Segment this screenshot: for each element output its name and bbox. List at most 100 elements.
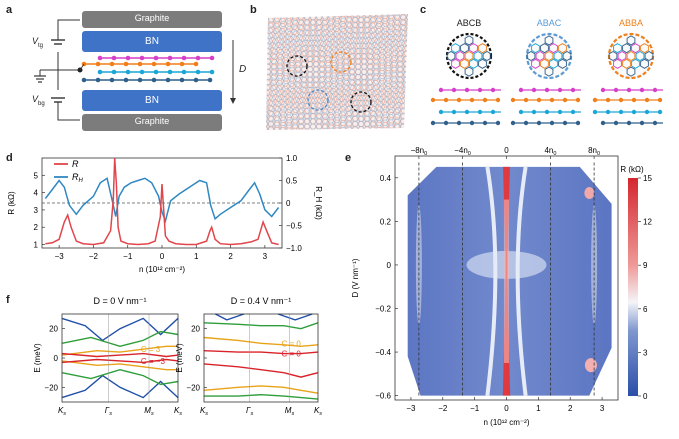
band-line bbox=[61, 352, 179, 358]
x-tick-label: Γs bbox=[246, 406, 254, 417]
atom bbox=[657, 109, 663, 115]
atom bbox=[181, 55, 187, 61]
atom bbox=[562, 97, 568, 103]
vbg-label: Vbg bbox=[32, 94, 45, 107]
series-r bbox=[45, 157, 279, 246]
stacking-lattice-abac bbox=[525, 32, 573, 80]
atom bbox=[544, 87, 550, 93]
y-tick-label: 0 bbox=[54, 354, 59, 363]
band-line bbox=[61, 360, 178, 371]
band-line bbox=[203, 336, 319, 348]
y2-tick-label: −1.0 bbox=[286, 244, 302, 253]
atom bbox=[490, 109, 496, 115]
x-tick-label: 1 bbox=[194, 252, 199, 261]
y-axis-label: R (kΩ) bbox=[7, 191, 16, 215]
x-tick-label: Ms bbox=[285, 406, 295, 417]
atom bbox=[151, 61, 157, 67]
atom bbox=[181, 69, 187, 75]
y-tick-label: −0.4 bbox=[375, 348, 391, 357]
moire-lattice-image bbox=[266, 14, 408, 130]
chart-e: −3 −2 −1 0 1 2 30.40.20−0.2−0.4−0.6−8n0 −4n0 0 4n… bbox=[351, 146, 652, 427]
atom bbox=[209, 55, 215, 61]
atom bbox=[557, 109, 563, 115]
atom bbox=[111, 55, 117, 61]
y2-tick-label: 1.0 bbox=[286, 154, 298, 163]
atom bbox=[592, 109, 598, 115]
atom bbox=[109, 77, 115, 83]
colorbar-tick-label: 15 bbox=[643, 174, 652, 183]
y-tick-label: 2 bbox=[34, 223, 39, 232]
band-panel-title: D = 0.4 V nm⁻¹ bbox=[231, 296, 292, 306]
atom bbox=[151, 77, 157, 83]
x-tick-label: −2 bbox=[438, 404, 448, 413]
chart-f: D = 0 V nm⁻¹ 20 0 −20 Ks Γs Ms Ks E (meV) C = 3 C … bbox=[33, 296, 322, 417]
x-tick-label: 0 bbox=[160, 252, 165, 261]
y-tick-label: −0.2 bbox=[375, 305, 391, 314]
band-line bbox=[61, 368, 179, 386]
colorbar-tick-label: 0 bbox=[643, 392, 648, 401]
y-tick-label: 0 bbox=[387, 261, 392, 270]
atom bbox=[179, 77, 185, 83]
atom bbox=[618, 109, 624, 115]
upper-bn-label: BN bbox=[145, 36, 159, 47]
atom bbox=[549, 120, 555, 126]
colorbar-tick-label: 6 bbox=[643, 305, 648, 314]
atom bbox=[209, 69, 215, 75]
atom bbox=[443, 120, 449, 126]
atom bbox=[125, 55, 131, 61]
chern-annotation: C = 0 bbox=[282, 350, 302, 359]
vtg-label: Vtg bbox=[32, 36, 44, 49]
chart-d: −3 −2 −1 0 1 2 3 1 2 3 4 5 1.0 0.5 0 −0.5 −1.0 R RH n (10¹²… bbox=[7, 154, 323, 274]
atom bbox=[657, 97, 663, 103]
x-tick-label: Ks bbox=[314, 406, 322, 417]
atom bbox=[652, 87, 658, 93]
d-field-label: D bbox=[239, 64, 247, 75]
atom bbox=[605, 97, 611, 103]
y-tick-label: −0.6 bbox=[375, 392, 391, 401]
atom bbox=[531, 87, 537, 93]
x-tick-label: −3 bbox=[406, 404, 416, 413]
y-tick-label: −20 bbox=[44, 383, 58, 392]
stacking-label-abcb: ABCB bbox=[456, 18, 482, 28]
atom bbox=[631, 109, 637, 115]
atom bbox=[549, 97, 555, 103]
x-tick-label: 2 bbox=[228, 252, 233, 261]
atom bbox=[153, 69, 159, 75]
atom bbox=[125, 69, 131, 75]
atom bbox=[605, 109, 611, 115]
panel-letter-e: e bbox=[345, 152, 352, 164]
atom bbox=[518, 87, 524, 93]
band-line bbox=[215, 313, 245, 321]
atom bbox=[111, 69, 117, 75]
atom bbox=[137, 61, 143, 67]
x-tick-label: −2 bbox=[89, 252, 99, 261]
atom bbox=[430, 97, 436, 103]
moire-site-abcb-2 bbox=[350, 91, 372, 113]
stacking-label-abac: ABAC bbox=[536, 18, 562, 28]
stacking-lattice-abcb bbox=[445, 32, 493, 80]
heatmap-region bbox=[407, 166, 612, 396]
heatmap-feature bbox=[584, 187, 595, 200]
atom bbox=[469, 97, 475, 103]
band-line bbox=[61, 358, 179, 364]
band-line bbox=[61, 330, 179, 348]
atom bbox=[531, 109, 537, 115]
graphene-layer-stack bbox=[79, 55, 215, 83]
colorbar-tick-label: 12 bbox=[643, 218, 652, 227]
x-tick-label: 3 bbox=[600, 404, 605, 413]
band-panel-1: D = 0 V nm⁻¹ 20 0 −20 Ks Γs Ms Ks E (meV) C = 3 C … bbox=[33, 296, 182, 417]
x-tick-label: Ms bbox=[144, 406, 154, 417]
y-axis-label: E (meV) bbox=[175, 343, 184, 373]
atom bbox=[97, 55, 103, 61]
atom bbox=[464, 109, 470, 115]
y-tick-label: 0.2 bbox=[380, 217, 392, 226]
atom bbox=[438, 87, 444, 93]
atom bbox=[510, 120, 516, 126]
band-panel-2: D = 0.4 V nm⁻¹ 20 0 −20 Ks Γs Ms Ks E (meV) C = 0… bbox=[175, 296, 322, 417]
y-axis-label: E (meV) bbox=[33, 343, 42, 373]
stacking-lattice-abba bbox=[607, 32, 655, 80]
atom bbox=[536, 97, 542, 103]
atom bbox=[123, 61, 129, 67]
x-tick-label: 2 bbox=[568, 404, 573, 413]
bottom-graphite-layer bbox=[82, 114, 222, 131]
